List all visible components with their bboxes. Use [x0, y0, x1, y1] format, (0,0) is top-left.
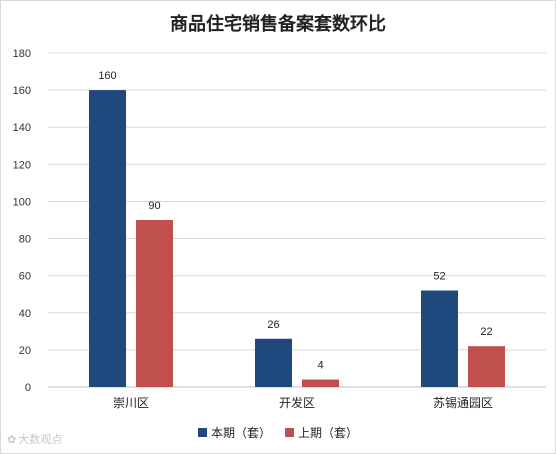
legend-swatch-current: [197, 428, 207, 437]
data-label-previous-0: 90: [148, 200, 160, 212]
data-label-current-2: 52: [433, 271, 445, 283]
legend: 本期（套） 上期（套）: [1, 424, 555, 441]
data-label-current-0: 160: [98, 70, 116, 82]
legend-label-previous: 上期（套）: [298, 426, 359, 440]
data-label-previous-2: 22: [480, 326, 492, 338]
chart-title: 商品住宅销售备案套数环比: [170, 14, 386, 35]
bar-previous-1: [302, 379, 339, 387]
bar-previous-2: [468, 346, 505, 387]
bar-current-1: [255, 338, 292, 387]
x-category-label-2: 苏锡通园区: [433, 395, 493, 410]
data-label-current-1: 26: [267, 319, 279, 331]
data-label-previous-1: 4: [317, 360, 323, 372]
y-tick-label-120: 120: [13, 159, 31, 171]
watermark-text: 大数观点: [18, 433, 63, 446]
y-tick-label-0: 0: [25, 382, 31, 394]
legend-item-current: 本期（套）: [197, 424, 271, 441]
y-tick-label-60: 60: [19, 271, 31, 283]
y-tick-label-140: 140: [13, 122, 31, 134]
bar-current-0: [89, 90, 126, 387]
y-tick-label-180: 180: [13, 48, 31, 60]
legend-label-current: 本期（套）: [210, 426, 271, 440]
x-category-label-0: 崇川区: [113, 396, 149, 410]
bar-current-2: [421, 290, 458, 387]
x-category-label-1: 开发区: [279, 395, 315, 410]
legend-item-previous: 上期（套）: [285, 424, 358, 441]
legend-swatch-previous: [285, 428, 294, 437]
y-tick-label-160: 160: [13, 85, 31, 97]
bar-previous-0: [136, 220, 173, 387]
y-tick-label-40: 40: [19, 308, 31, 320]
watermark: ✿ 大数观点: [7, 431, 62, 447]
y-tick-label-80: 80: [19, 234, 31, 246]
y-tick-label-20: 20: [19, 345, 31, 357]
weibo-logo-icon: ✿: [7, 432, 17, 446]
y-tick-label-100: 100: [13, 196, 31, 208]
